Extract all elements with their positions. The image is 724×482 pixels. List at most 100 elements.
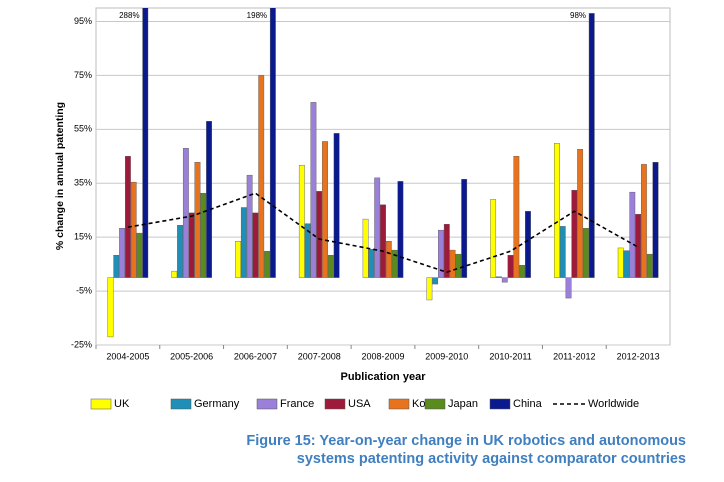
bar — [646, 253, 653, 278]
bar — [583, 228, 589, 278]
legend-label: Germany — [194, 398, 240, 410]
legend-label: China — [513, 398, 543, 410]
legend-swatch — [90, 398, 112, 410]
value-label: 198% — [247, 11, 267, 20]
bar — [235, 241, 241, 278]
legend-label: USA — [348, 398, 371, 410]
bar — [333, 133, 340, 278]
x-tick-label: 2006-2007 — [234, 351, 277, 361]
plot-area — [95, 7, 671, 346]
bar — [391, 249, 398, 278]
x-tick-label: 2012-2013 — [617, 351, 660, 361]
bar — [565, 277, 572, 299]
bar — [380, 204, 386, 278]
bar — [374, 177, 381, 278]
bar — [629, 191, 636, 278]
x-axis-label: Publication year — [341, 371, 427, 383]
bar — [327, 255, 334, 278]
bar — [136, 232, 143, 278]
legend-label: Worldwide — [588, 398, 639, 410]
y-tick-label: 55% — [74, 124, 92, 134]
bar — [246, 174, 253, 278]
line-series — [127, 192, 639, 274]
bar — [188, 212, 195, 278]
legend-swatch — [170, 398, 192, 410]
bar — [113, 255, 120, 278]
legend-swatch — [424, 398, 446, 410]
legend-swatch — [256, 398, 278, 410]
bar — [623, 250, 630, 278]
bar — [449, 249, 456, 278]
x-tick-label: 2009-2010 — [425, 351, 468, 361]
bar — [432, 277, 439, 285]
bar — [577, 149, 584, 278]
bar — [310, 102, 317, 278]
bar — [571, 190, 578, 278]
bar — [182, 147, 189, 278]
x-tick-label: 2007-2008 — [298, 351, 341, 361]
y-tick-label: -5% — [76, 285, 92, 295]
bar — [304, 223, 311, 278]
bar — [641, 164, 647, 278]
bar — [397, 181, 404, 278]
y-tick-label: 75% — [74, 70, 92, 80]
bar — [652, 162, 659, 278]
y-tick-label: 95% — [74, 16, 92, 26]
figure-caption: Figure 15: Year-on-year change in UK rob… — [246, 433, 686, 467]
bars — [107, 8, 659, 338]
bar — [438, 229, 444, 278]
value-label: 98% — [570, 11, 586, 20]
bar — [496, 276, 502, 278]
bar — [588, 13, 595, 278]
x-tick-label: 2010-2011 — [489, 351, 531, 361]
bar — [142, 8, 149, 278]
bar — [507, 255, 514, 278]
bar — [443, 224, 450, 278]
x-tick-label: 2005-2006 — [170, 351, 213, 361]
bar — [554, 143, 560, 278]
bar — [206, 121, 212, 278]
y-tick-label: 15% — [74, 232, 92, 242]
x-tick-label: 2004-2005 — [106, 351, 149, 361]
bar — [426, 277, 433, 301]
bar — [258, 75, 265, 278]
bar — [519, 264, 526, 278]
legend-label: Japan — [448, 398, 478, 410]
bar — [107, 277, 114, 338]
value-label: 288% — [119, 11, 139, 20]
bar — [455, 253, 462, 278]
bar — [177, 225, 183, 278]
y-tick-label: -25% — [71, 339, 92, 349]
x-tick-label: 2011-2012 — [553, 351, 595, 361]
bar — [461, 178, 468, 278]
legend-label: France — [280, 398, 314, 410]
bar — [316, 191, 323, 278]
bar — [240, 207, 247, 278]
bar — [501, 277, 508, 283]
y-tick-label: 35% — [74, 178, 92, 188]
bar — [171, 270, 178, 278]
bar — [513, 156, 520, 278]
bar — [119, 228, 125, 278]
chart: % change in annual patenting Publication… — [54, 7, 671, 410]
bar — [252, 212, 259, 278]
bar — [385, 241, 392, 278]
bar — [298, 164, 305, 278]
bar — [200, 193, 207, 278]
bar — [269, 8, 276, 278]
bar — [264, 250, 270, 278]
bar — [124, 156, 131, 278]
bar — [130, 181, 137, 278]
bar — [617, 247, 624, 278]
legend-swatch — [324, 398, 346, 410]
bar — [322, 141, 328, 278]
bar — [368, 249, 375, 278]
legend-swatch — [388, 398, 410, 410]
bar — [194, 162, 201, 278]
bar — [559, 226, 566, 278]
bar — [525, 211, 531, 278]
x-tick-label: 2008-2009 — [361, 351, 404, 361]
legend-swatch — [489, 398, 511, 410]
bar — [490, 199, 497, 278]
